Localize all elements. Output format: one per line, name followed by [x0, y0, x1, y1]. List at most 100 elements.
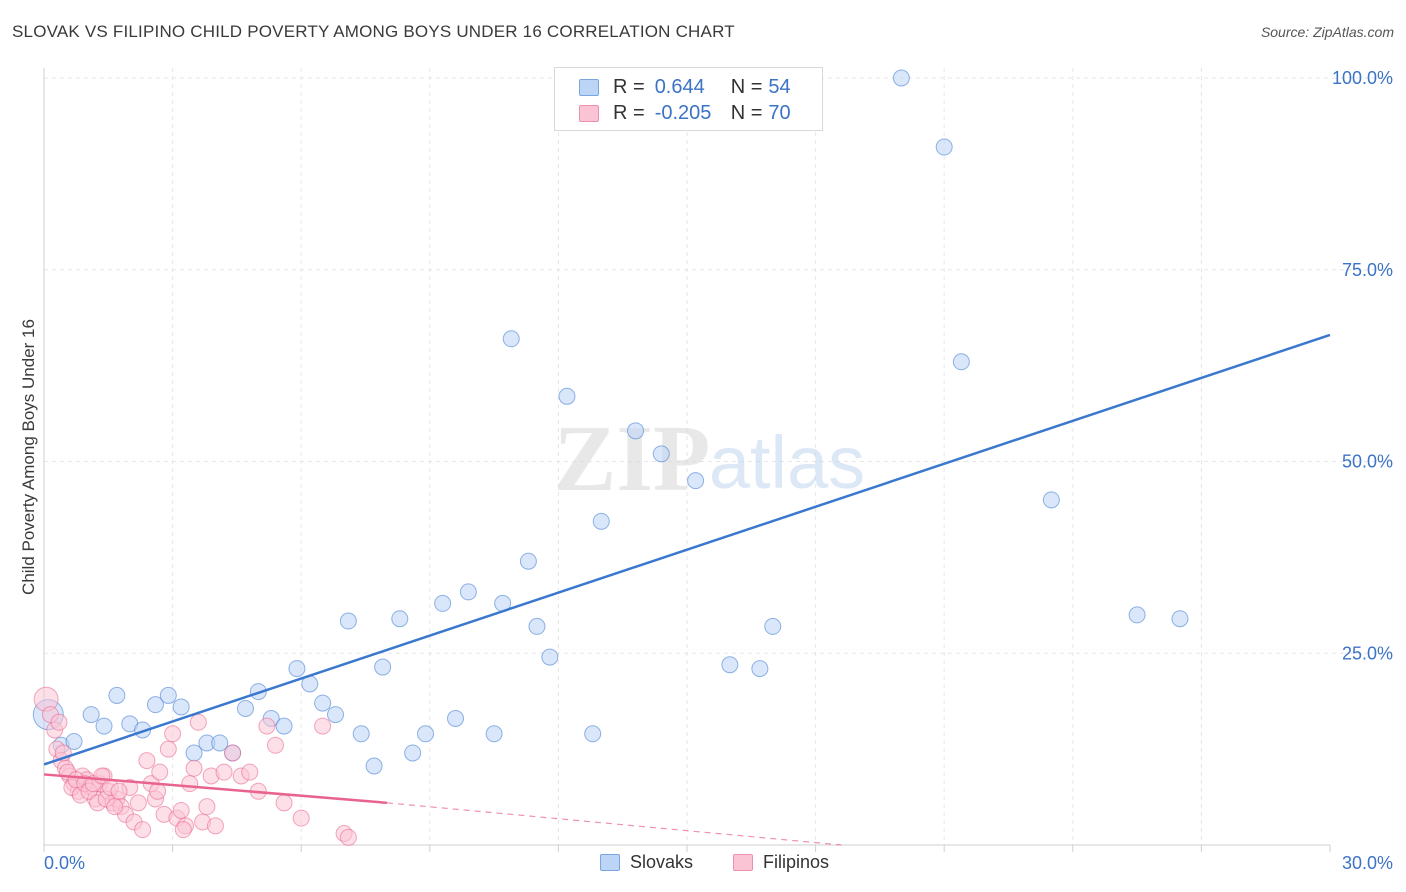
slovak-point	[159, 686, 177, 704]
slovak-point	[352, 725, 370, 743]
watermark: ZIP atlas	[554, 407, 866, 511]
filipino-point	[129, 794, 147, 812]
legend-row-filipinos: R = -0.205 N = 70	[579, 101, 791, 125]
slovak-point	[952, 353, 970, 371]
filipino-point	[189, 713, 207, 731]
legend-r-value: -0.205	[654, 101, 712, 124]
filipino-point	[185, 759, 203, 777]
slovak-point	[584, 725, 602, 743]
watermark-zip: ZIP	[554, 407, 711, 511]
source-label: Source: ZipAtlas.com	[1260, 24, 1394, 40]
legend-r-value: 0.644	[654, 75, 705, 98]
y-tick-label: 100.0%	[1332, 68, 1393, 88]
y-axis-label: Child Poverty Among Boys Under 16	[19, 319, 38, 595]
filipino-point	[174, 821, 192, 839]
filipino-point	[266, 736, 284, 754]
slovak-point	[721, 656, 739, 674]
x-tick-label: 0.0%	[44, 853, 85, 873]
slovak-point	[365, 757, 383, 775]
bottom-swatch-filipinos	[733, 854, 753, 871]
slovak-point	[541, 648, 559, 666]
filipino-point	[50, 713, 68, 731]
filipino-point	[339, 828, 357, 846]
x-tick-label: 30.0%	[1342, 853, 1393, 873]
slovak-point	[764, 617, 782, 635]
legend-n-value: 54	[768, 75, 791, 98]
slovak-point	[236, 699, 254, 717]
filipino-point	[241, 763, 259, 781]
slovak-point	[485, 725, 503, 743]
filipino-point	[215, 763, 233, 781]
slovak-point	[447, 709, 465, 727]
slovak-point	[82, 706, 100, 724]
series-points	[32, 69, 1189, 846]
slovak-point	[95, 717, 113, 735]
filipino-point	[181, 775, 199, 793]
slovak-point	[108, 686, 126, 704]
slovak-point	[592, 512, 610, 530]
slovak-point	[211, 734, 229, 752]
slovak-point	[434, 594, 452, 612]
filipino-trend-extension	[386, 802, 842, 846]
tick-labels: 25.0% 50.0% 75.0% 100.0% 0.0% 30.0%	[44, 68, 1393, 873]
legend-row-slovaks: R = 0.644 N = 54	[579, 75, 791, 99]
slovak-point	[146, 696, 164, 714]
watermark-atlas: atlas	[709, 421, 865, 504]
slovak-point	[528, 617, 546, 635]
slovak-point	[339, 612, 357, 630]
slovak-point	[502, 330, 520, 348]
filipino-point	[224, 744, 242, 762]
legend-swatch-slovaks	[579, 78, 599, 96]
slovak-point	[391, 610, 409, 628]
filipino-point	[134, 821, 152, 839]
slovak-point	[1171, 610, 1189, 628]
slovak-point	[404, 744, 422, 762]
bottom-legend-filipinos-label: Filipinos	[763, 852, 830, 872]
slovak-point	[627, 422, 645, 440]
y-tick-label: 25.0%	[1342, 643, 1393, 663]
legend: R = 0.644 N = 54 R = -0.205 N = 70	[554, 67, 823, 131]
filipino-point	[258, 717, 276, 735]
slovak-point	[374, 658, 392, 676]
slovak-point	[172, 698, 190, 716]
slovak-point	[519, 552, 537, 570]
filipino-point	[159, 740, 177, 758]
grid	[44, 68, 1392, 845]
slovak-point	[459, 583, 477, 601]
slovak-point	[314, 694, 332, 712]
slovak-point	[1042, 491, 1060, 509]
filipino-point	[110, 782, 128, 800]
bottom-swatch-slovaks	[600, 854, 620, 871]
slovak-point	[935, 138, 953, 156]
legend-r-label: R =	[613, 75, 645, 98]
slovak-point	[326, 706, 344, 724]
filipino-point	[149, 782, 167, 800]
filipino-point	[292, 809, 310, 827]
filipino-point	[314, 717, 332, 735]
legend-swatch-filipinos	[579, 104, 599, 122]
filipino-point	[198, 798, 216, 816]
legend-n-value: 70	[768, 101, 791, 124]
chart-title: SLOVAK VS FILIPINO CHILD POVERTY AMONG B…	[12, 22, 735, 41]
filipino-point	[151, 763, 169, 781]
slovak-point	[65, 732, 83, 750]
legend-r-label: R =	[613, 101, 645, 124]
slovak-point	[275, 717, 293, 735]
bottom-legend-slovaks-label: Slovaks	[630, 852, 694, 872]
trend-lines	[43, 333, 1331, 846]
slovak-point	[288, 660, 306, 678]
filipino-point	[206, 817, 224, 835]
bottom-legend-slovaks: Slovaks	[600, 852, 693, 873]
y-tick-label: 50.0%	[1342, 452, 1393, 472]
y-tick-label: 75.0%	[1342, 260, 1393, 280]
legend-n-label: N =	[730, 101, 763, 124]
filipino-trend-line	[43, 773, 388, 805]
filipino-point	[275, 794, 293, 812]
slovak-point	[417, 725, 435, 743]
slovak-point	[892, 69, 910, 87]
bottom-legend-filipinos: Filipinos	[733, 852, 829, 873]
slovak-point	[558, 387, 576, 405]
filipino-point	[138, 752, 156, 770]
filipino-point	[164, 725, 182, 743]
